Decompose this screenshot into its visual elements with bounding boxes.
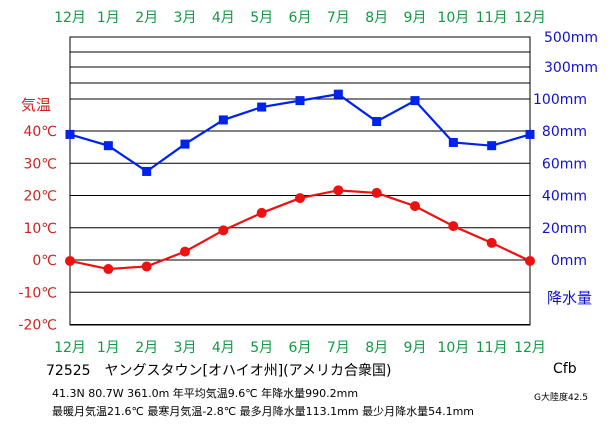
month-label-top: 8月	[365, 10, 388, 26]
month-label-top: 12月	[514, 10, 546, 26]
plot-frame	[69, 36, 531, 326]
precipitation-line	[69, 93, 531, 173]
temperature-point	[525, 255, 535, 266]
precipitation-tick-label: 300mm	[544, 60, 598, 76]
temperature-point	[65, 255, 75, 266]
precipitation-point	[487, 141, 497, 151]
precipitation-series	[65, 89, 535, 176]
temperature-point	[103, 264, 114, 275]
temperature-axis-label: 気温	[21, 96, 51, 114]
temperature-tick-label: 10℃	[23, 221, 57, 237]
continentality-index: G大陸度42.5	[534, 393, 589, 403]
month-label-top: 9月	[404, 10, 427, 26]
month-label-top: 6月	[289, 10, 312, 26]
precipitation-point	[372, 117, 382, 127]
month-label-bottom: 12月	[54, 340, 86, 356]
precipitation-tick-label: 500mm	[544, 30, 598, 46]
precipitation-point	[218, 115, 228, 125]
temperature-tick-label: -10℃	[18, 285, 57, 301]
precipitation-tick-label: 0mm	[551, 253, 587, 269]
month-label-bottom: 4月	[212, 340, 235, 356]
month-label-bottom: 7月	[327, 340, 350, 356]
precipitation-point	[142, 166, 152, 176]
temperature-tick-label: 40℃	[23, 124, 57, 140]
month-label-bottom: 3月	[174, 340, 197, 356]
precipitation-point	[180, 139, 190, 149]
station-summary-2: 最暖月気温21.6℃ 最寒月気温-2.8℃ 最多月降水量113.1mm 最少月降…	[52, 405, 474, 418]
month-label-top: 4月	[212, 10, 235, 26]
month-label-bottom: 5月	[250, 340, 273, 356]
precipitation-axis-label: 降水量	[547, 289, 592, 307]
climate-code: Cfb	[553, 361, 577, 377]
month-label-top: 2月	[135, 10, 158, 26]
precipitation-tick-labels: 500mm 300mm 100mm 80mm 60mm 40mm 20mm 0mm	[533, 30, 598, 269]
precipitation-point	[410, 96, 420, 106]
precipitation-point	[525, 129, 535, 139]
precipitation-tick-label: 80mm	[542, 124, 587, 140]
temperature-tick-labels: 40℃ 30℃ 20℃ 10℃ 0℃ -10℃ -20℃	[18, 124, 57, 334]
month-label-bottom: 1月	[97, 340, 120, 356]
precipitation-tick-label: 40mm	[542, 189, 587, 205]
grid-lines	[69, 36, 531, 326]
temperature-point	[218, 225, 229, 236]
precipitation-tick-label: 60mm	[542, 156, 587, 172]
month-label-bottom: 9月	[404, 340, 427, 356]
climate-chart: 12月 1月 2月 3月 4月 5月 6月 7月 8月 9月 10月 11月 12月 12月 1月 2月 3月…	[18, 10, 598, 356]
bottom-month-labels: 12月 1月 2月 3月 4月 5月 6月 7月 8月 9月 10月 11月 12月	[54, 340, 546, 356]
temperature-point	[295, 193, 305, 204]
precipitation-point	[295, 96, 305, 106]
temperature-tick-label: 30℃	[23, 156, 57, 172]
month-label-bottom: 2月	[135, 340, 158, 356]
precipitation-point	[103, 141, 113, 151]
month-label-top: 10月	[437, 10, 469, 26]
month-label-top: 5月	[250, 10, 273, 26]
month-label-top: 11月	[476, 10, 508, 26]
station-summary-1: 41.3N 80.7W 361.0m 年平均気温9.6℃ 年降水量990.2mm	[52, 387, 359, 400]
temperature-tick-label: 20℃	[23, 189, 57, 205]
precipitation-tick-label: 20mm	[542, 221, 587, 237]
month-label-top: 3月	[174, 10, 197, 26]
month-label-top: 7月	[327, 10, 350, 26]
month-label-bottom: 8月	[365, 340, 388, 356]
month-label-top: 12月	[54, 10, 86, 26]
temperature-tick-label: -20℃	[18, 318, 57, 334]
temperature-point	[486, 237, 497, 248]
month-label-bottom: 11月	[476, 340, 508, 356]
station-name: 72525 ヤングスタウン[オハイオ州](アメリカ合衆国)	[46, 363, 392, 379]
temperature-series	[65, 185, 535, 275]
temperature-point	[141, 261, 152, 272]
month-label-top: 1月	[97, 10, 120, 26]
temperature-point	[448, 221, 459, 232]
precipitation-point	[333, 89, 343, 99]
temperature-point	[180, 246, 190, 257]
temperature-point	[371, 187, 382, 198]
temperature-tick-label: 0℃	[32, 253, 57, 269]
temperature-point	[256, 207, 267, 218]
month-label-bottom: 6月	[289, 340, 312, 356]
precipitation-point	[448, 137, 458, 147]
month-label-bottom: 12月	[514, 340, 546, 356]
temperature-point	[410, 201, 420, 212]
top-month-labels: 12月 1月 2月 3月 4月 5月 6月 7月 8月 9月 10月 11月 12月	[54, 10, 546, 26]
precipitation-point	[257, 102, 267, 112]
precipitation-point	[65, 129, 75, 139]
precipitation-tick-label: 100mm	[533, 92, 587, 108]
month-label-bottom: 10月	[437, 340, 469, 356]
temperature-point	[333, 185, 344, 196]
